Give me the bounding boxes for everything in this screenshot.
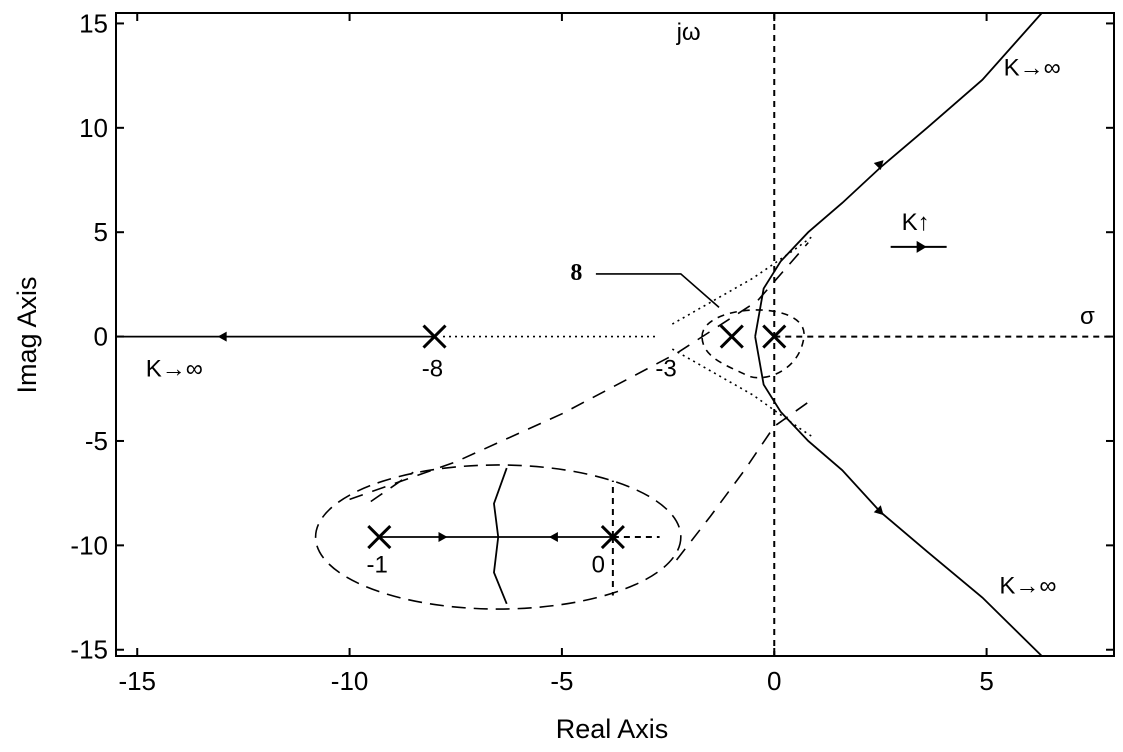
pole-marker-2 [762, 324, 787, 349]
pole-markers [367, 324, 787, 550]
y-tick-label: -10 [70, 530, 108, 560]
direction-arrow-0 [217, 331, 227, 342]
y-tick-label: 5 [94, 217, 108, 247]
pole-marker-0 [422, 324, 447, 349]
annotation-label-6: 8 [570, 260, 582, 286]
y-tick-label: -5 [85, 426, 108, 456]
annotation-label-3: K→∞ [146, 355, 203, 382]
annotation-label-2: K→∞ [1004, 55, 1061, 82]
label-leader-line [595, 273, 720, 308]
x-tick-label: 5 [979, 666, 993, 696]
pole-marker-4 [600, 524, 625, 550]
y-tick-label: 15 [79, 8, 108, 38]
x-axis-title: Real Axis [556, 714, 669, 744]
annotation-label-8: -3 [655, 355, 676, 382]
locus-branch-4 [493, 467, 508, 605]
locus-branch-1 [754, 12, 1043, 337]
dotted-lower [671, 348, 813, 438]
annotation-label-5: K↑ [902, 209, 930, 236]
direction-arrow-1 [873, 160, 884, 170]
direction-arrow-3 [438, 532, 448, 543]
annotation-label-10: 0 [592, 551, 605, 578]
direction-arrows [217, 160, 947, 543]
annotation-label-9: -1 [367, 551, 388, 578]
direction-arrow-2 [873, 505, 884, 516]
y-tick-label: -15 [70, 635, 108, 665]
direction-arrow-4 [548, 532, 558, 543]
y-axis-title: Imag Axis [12, 276, 42, 393]
pole-marker-1 [719, 324, 744, 349]
asymptote-upper [349, 242, 809, 501]
annotation-label-7: -8 [422, 355, 443, 382]
locus-series [116, 12, 1043, 657]
annotations: jω σ K→∞ K→∞ K→∞ K↑ 8 -8 -3 -1 0 [146, 19, 1095, 599]
annotation-label-1: σ [1080, 303, 1095, 330]
x-tick-label: 0 [767, 666, 781, 696]
y-tick-label: 0 [94, 322, 108, 352]
y-tick-label: 10 [79, 113, 108, 143]
plot-area-frame [115, 12, 1115, 657]
annotation-label-0: jω [676, 19, 701, 46]
x-tick-label: -10 [331, 666, 369, 696]
k-increase-indicator-arrow [916, 240, 927, 253]
asymptote-upper-start [370, 471, 414, 503]
pole-marker-3 [367, 524, 392, 550]
x-tick-label: -15 [118, 666, 156, 696]
annotation-label-4: K→∞ [999, 572, 1056, 599]
locus-branch-2 [754, 336, 1043, 657]
lower-dashed-ellipse [314, 464, 682, 610]
x-tick-label: -5 [550, 666, 573, 696]
